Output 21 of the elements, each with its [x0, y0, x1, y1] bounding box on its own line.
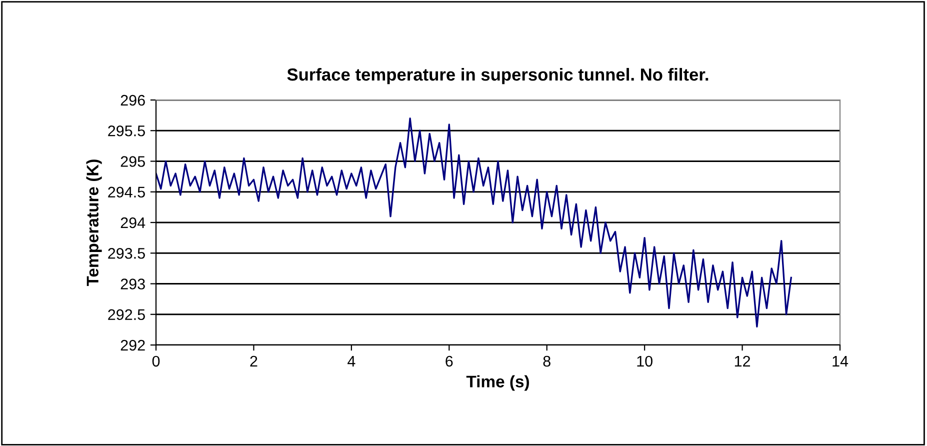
x-axis-title: Time (s) [466, 375, 529, 391]
x-tick-label: 14 [832, 356, 848, 366]
x-tick-label: 0 [152, 356, 160, 367]
y-tick-label: 293.5 [108, 248, 145, 259]
y-tick-label: 295 [120, 156, 145, 167]
y-tick-label: 293 [120, 278, 145, 290]
y-tick-label: 292.5 [108, 309, 145, 320]
x-tick-label: 6 [446, 356, 453, 367]
chart-title: Surface temperature in supersonic tunnel. No filter. [287, 68, 708, 84]
y-tick-label: 295.5 [108, 125, 145, 136]
x-tick-label: 12 [734, 356, 750, 366]
x-tick-label: 8 [543, 356, 550, 367]
x-tick-label: 2 [250, 356, 258, 366]
y-tick-label: 292 [120, 340, 145, 351]
y-tick-label: 296 [120, 94, 145, 106]
line-series [156, 118, 792, 328]
y-tick-label: 294 [120, 217, 146, 228]
y-axis-title: Temperature (K) [86, 160, 102, 286]
y-tick-label: 294.5 [108, 186, 145, 198]
x-tick-label: 10 [637, 356, 652, 367]
x-tick-label: 4 [348, 356, 356, 366]
